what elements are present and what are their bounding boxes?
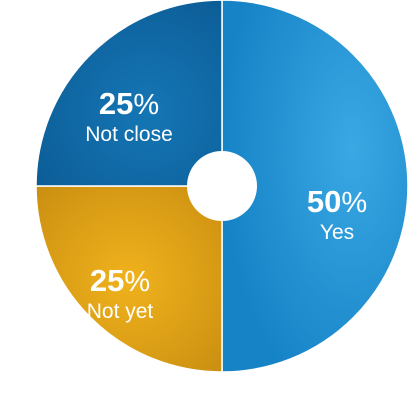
slice-unit-not-yet: % bbox=[124, 266, 151, 298]
slice-label-not-close: 25% Not close bbox=[64, 88, 194, 145]
slice-value-not-close: 25 bbox=[98, 86, 134, 121]
slice-name-not-close: Not close bbox=[85, 123, 173, 146]
slice-label-not-yet: 25% Not yet bbox=[70, 265, 170, 322]
slice-unit-yes: % bbox=[341, 187, 368, 219]
slice-value-not-yet: 25 bbox=[89, 263, 125, 298]
slice-name-not-yet: Not yet bbox=[86, 300, 154, 323]
pie-slice-yes bbox=[221, 0, 409, 373]
donut-hole bbox=[187, 151, 257, 221]
slice-value-yes: 50 bbox=[306, 184, 342, 219]
slice-label-yes: 50% Yes bbox=[300, 186, 374, 243]
pie-slice-not-yet bbox=[35, 185, 223, 373]
slice-name-yes: Yes bbox=[319, 221, 355, 244]
pie-slice-not-close bbox=[35, 0, 223, 187]
slice-unit-not-close: % bbox=[133, 89, 160, 121]
